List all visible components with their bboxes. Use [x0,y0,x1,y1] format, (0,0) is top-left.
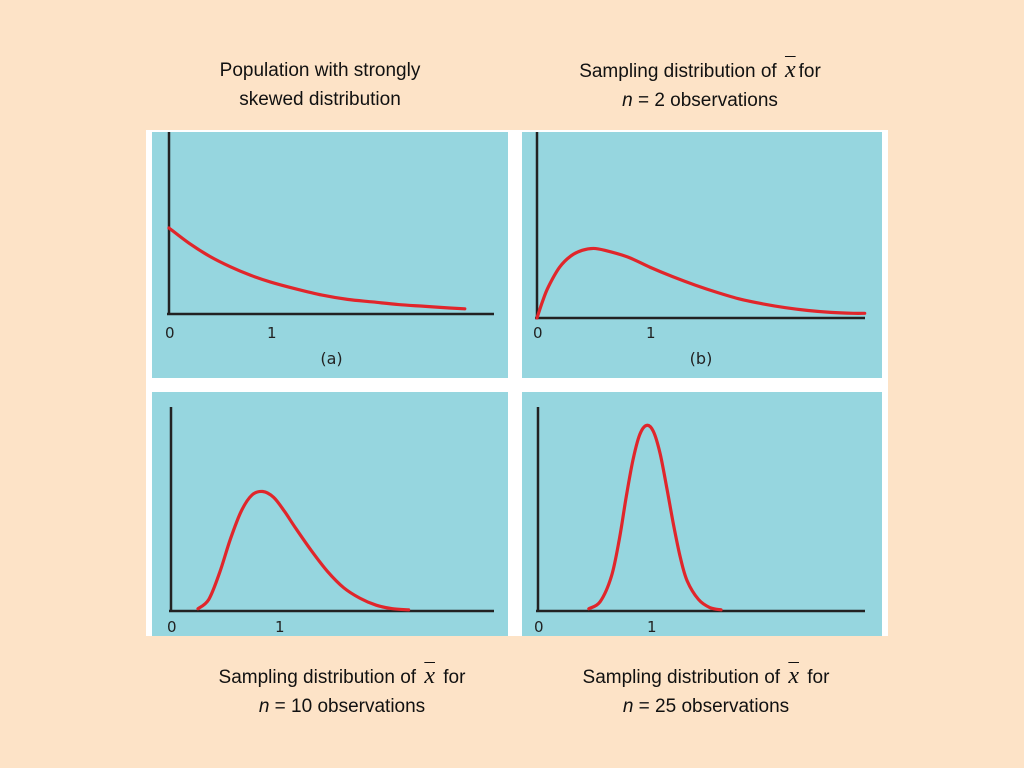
chart-svg-n2: 0 1 (b) [533,132,867,368]
caption-population: Population with strongly skewed distribu… [190,56,450,114]
caption-n25-rest: = 25 observations [633,696,790,717]
density-curve-n10 [196,489,411,612]
chart-panel-population: 0 1 (a) [152,132,508,378]
caption-population-line2: skewed distribution [239,89,401,110]
chart-svg-population: 0 1 (a) [165,132,494,368]
caption-n2-n: n [622,90,633,111]
caption-n10-n: n [258,696,270,717]
caption-n25-n: n [622,696,634,717]
caption-n10: Sampling distribution of x for n = 10 ob… [172,662,512,721]
chart-panel-n2: 0 1 (b) [522,132,882,378]
tick-label-n25-1: 1 [647,618,657,636]
caption-n10-xbar-symbol: x [424,663,435,689]
tick-label-n2-1: 1 [646,324,656,342]
caption-n2: Sampling distribution of x for n = 2 obse… [530,56,870,115]
caption-n2-rest: = 2 observations [632,90,778,111]
density-curve-n25 [587,423,723,612]
caption-n10-suffix: for [443,667,466,688]
tick-label-population-0: 0 [165,324,175,342]
caption-n25: Sampling distribution of x for n = 25 ob… [536,662,876,721]
tick-label-n10-1: 1 [275,618,285,636]
caption-n10-prefix: Sampling distribution of [218,667,417,688]
tick-label-n10-0: 0 [167,618,177,636]
density-curve-n2 [535,246,867,320]
tick-label-population-1: 1 [267,324,277,342]
caption-n10-rest: = 10 observations [269,696,426,717]
panel-label-population: (a) [320,349,342,368]
caption-n25-xbar-symbol: x [788,663,799,689]
caption-n2-suffix: for [798,61,821,82]
caption-population-line1: Population with strongly [219,60,421,81]
density-curve-population [167,226,467,311]
caption-n2-prefix: Sampling distribution of [579,61,777,82]
caption-n25-suffix: for [807,667,830,688]
caption-n2-xbar-symbol: x [784,57,796,83]
tick-label-n2-0: 0 [533,324,543,342]
tick-label-n25-0: 0 [534,618,544,636]
panel-label-n2: (b) [690,349,713,368]
caption-n25-prefix: Sampling distribution of [582,667,781,688]
